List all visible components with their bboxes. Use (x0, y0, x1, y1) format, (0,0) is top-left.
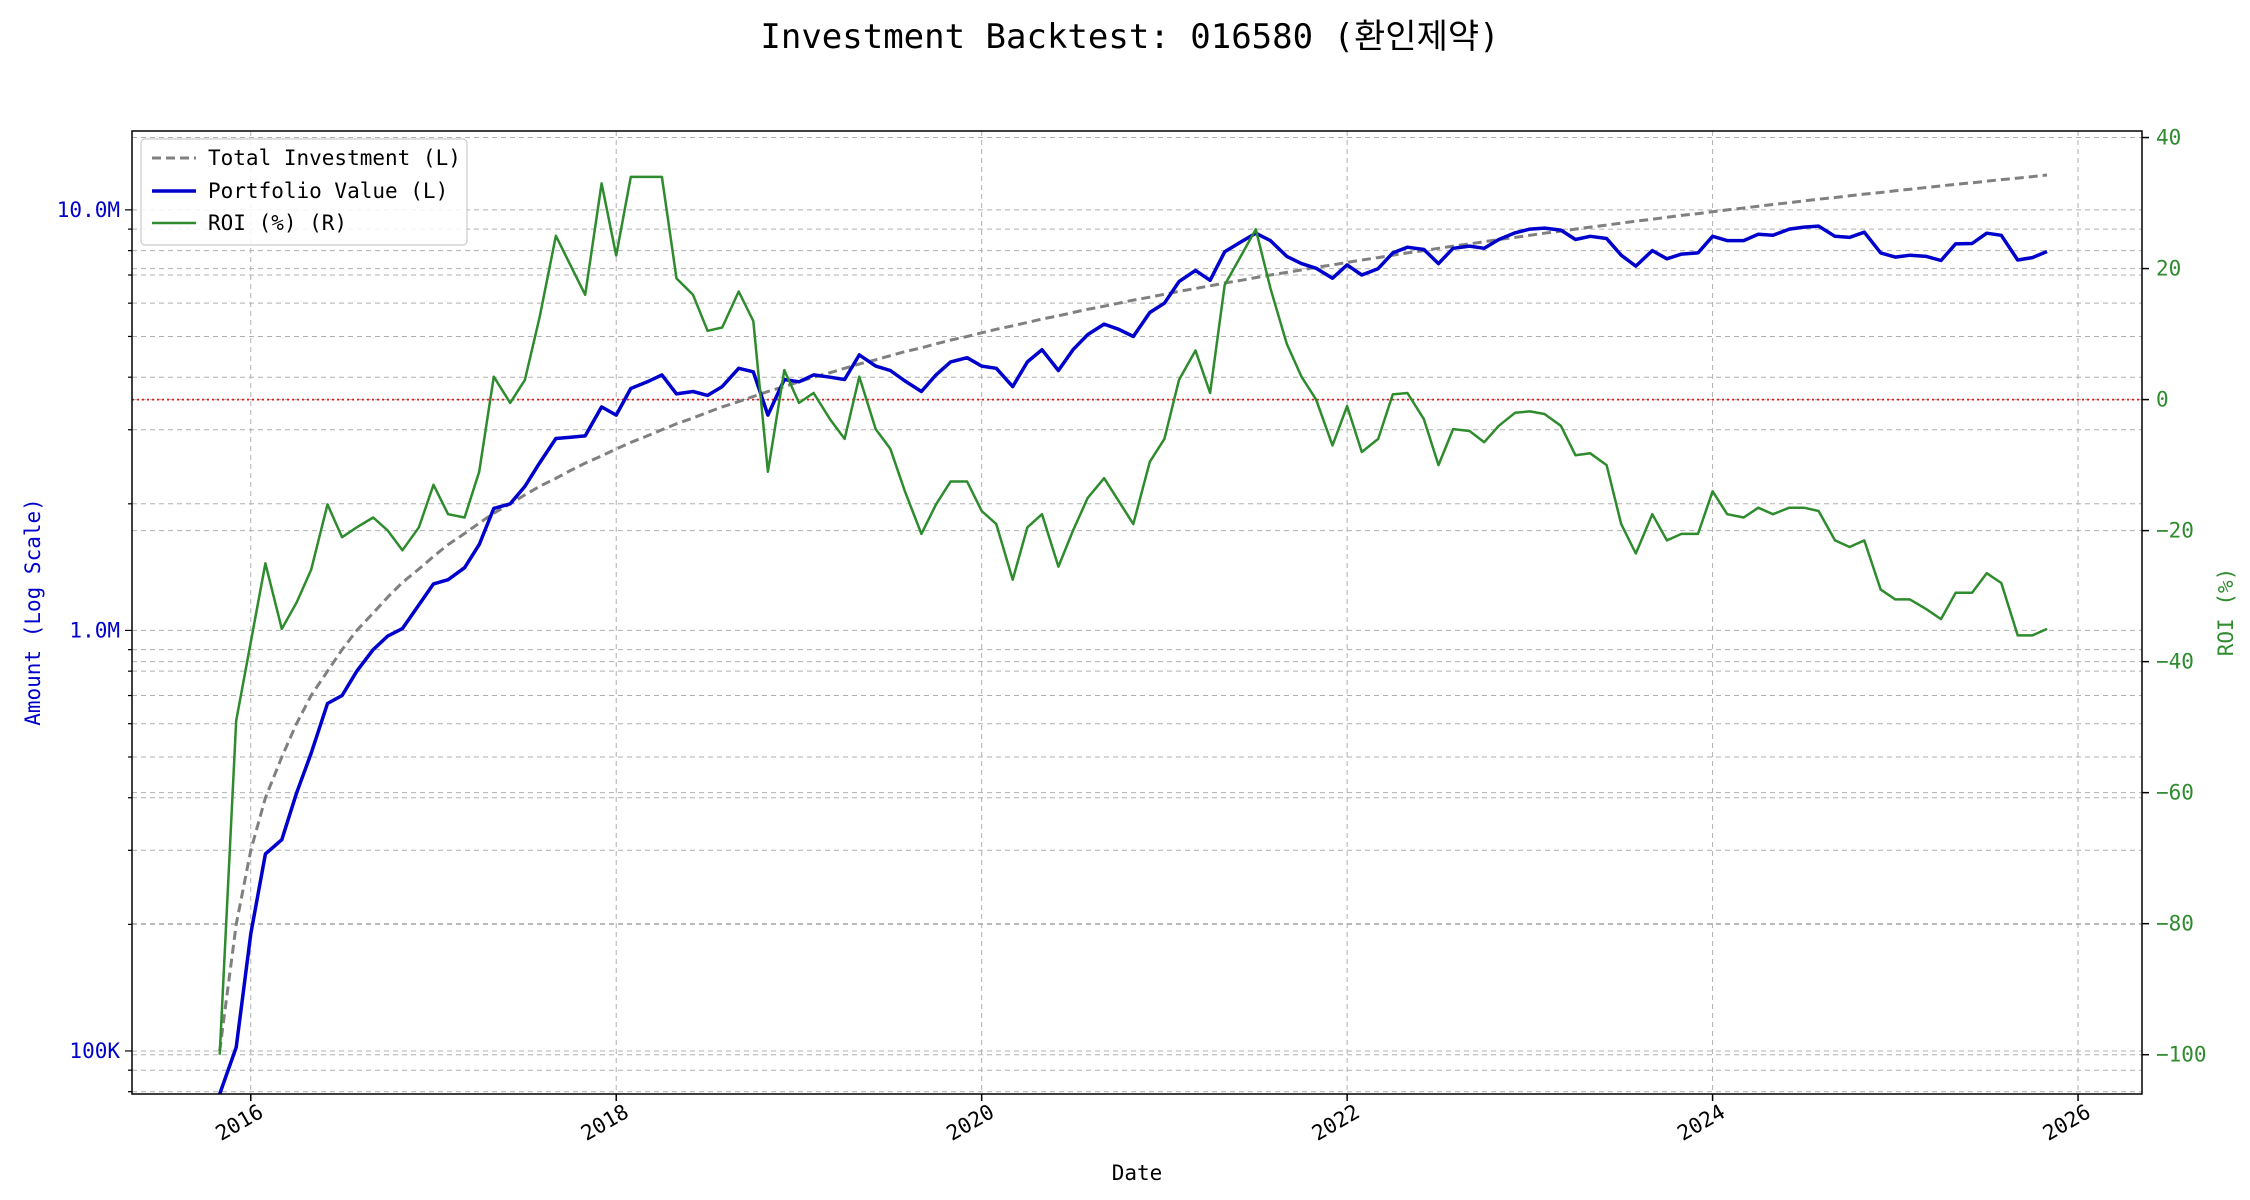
grid-layer (132, 131, 2142, 1094)
y-right-tick-label: −40 (2156, 650, 2194, 674)
x-tick-label: 2024 (1673, 1100, 1729, 1146)
x-axis-label: Date (1112, 1161, 1163, 1185)
x-tick-label: 2022 (1308, 1100, 1364, 1146)
legend-label-total-investment: Total Investment (L) (208, 146, 461, 170)
legend-label-portfolio-value: Portfolio Value (L) (208, 179, 448, 203)
left-y-axis-label: Amount (Log Scale) (21, 498, 45, 726)
legend-label-roi: ROI (%) (R) (208, 211, 347, 235)
y-right-tick-label: −100 (2156, 1043, 2207, 1067)
y-right-tick-label: 40 (2156, 126, 2181, 150)
y-left-tick-label: 1.0M (69, 618, 120, 642)
y-left-tick-label: 100K (69, 1039, 120, 1063)
y-left-tick-label: 10.0M (57, 198, 120, 222)
x-tick-label: 2018 (577, 1100, 633, 1146)
total-investment-line (218, 173, 2048, 1052)
right-y-axis: −100 −80 −60 −40 −20 0 20 40 (2142, 126, 2207, 1067)
y-right-tick-label: −80 (2156, 912, 2194, 936)
series-layer (218, 173, 2048, 1095)
x-tick-label: 2026 (2039, 1100, 2095, 1146)
y-right-tick-label: −20 (2156, 519, 2194, 543)
legend: Total Investment (L) Portfolio Value (L)… (140, 138, 468, 246)
x-tick-label: 2020 (942, 1100, 998, 1146)
y-right-tick-label: 20 (2156, 257, 2181, 281)
legend-box (140, 138, 468, 246)
roi-line (218, 175, 2048, 1055)
right-y-axis-label: ROI (%) (2214, 568, 2238, 657)
portfolio-value-line (218, 224, 2048, 1095)
x-axis: 2016 2018 2020 2022 2024 2026 (211, 1094, 2095, 1146)
y-right-tick-label: −60 (2156, 781, 2194, 805)
y-right-tick-label: 0 (2156, 388, 2169, 412)
left-y-axis: 100K 1.0M 10.0M (57, 198, 132, 1093)
plot-frame (131, 130, 2143, 1095)
chart-title: Investment Backtest: 016580 (환인제약) (760, 17, 1499, 57)
x-tick-label: 2016 (211, 1100, 267, 1146)
